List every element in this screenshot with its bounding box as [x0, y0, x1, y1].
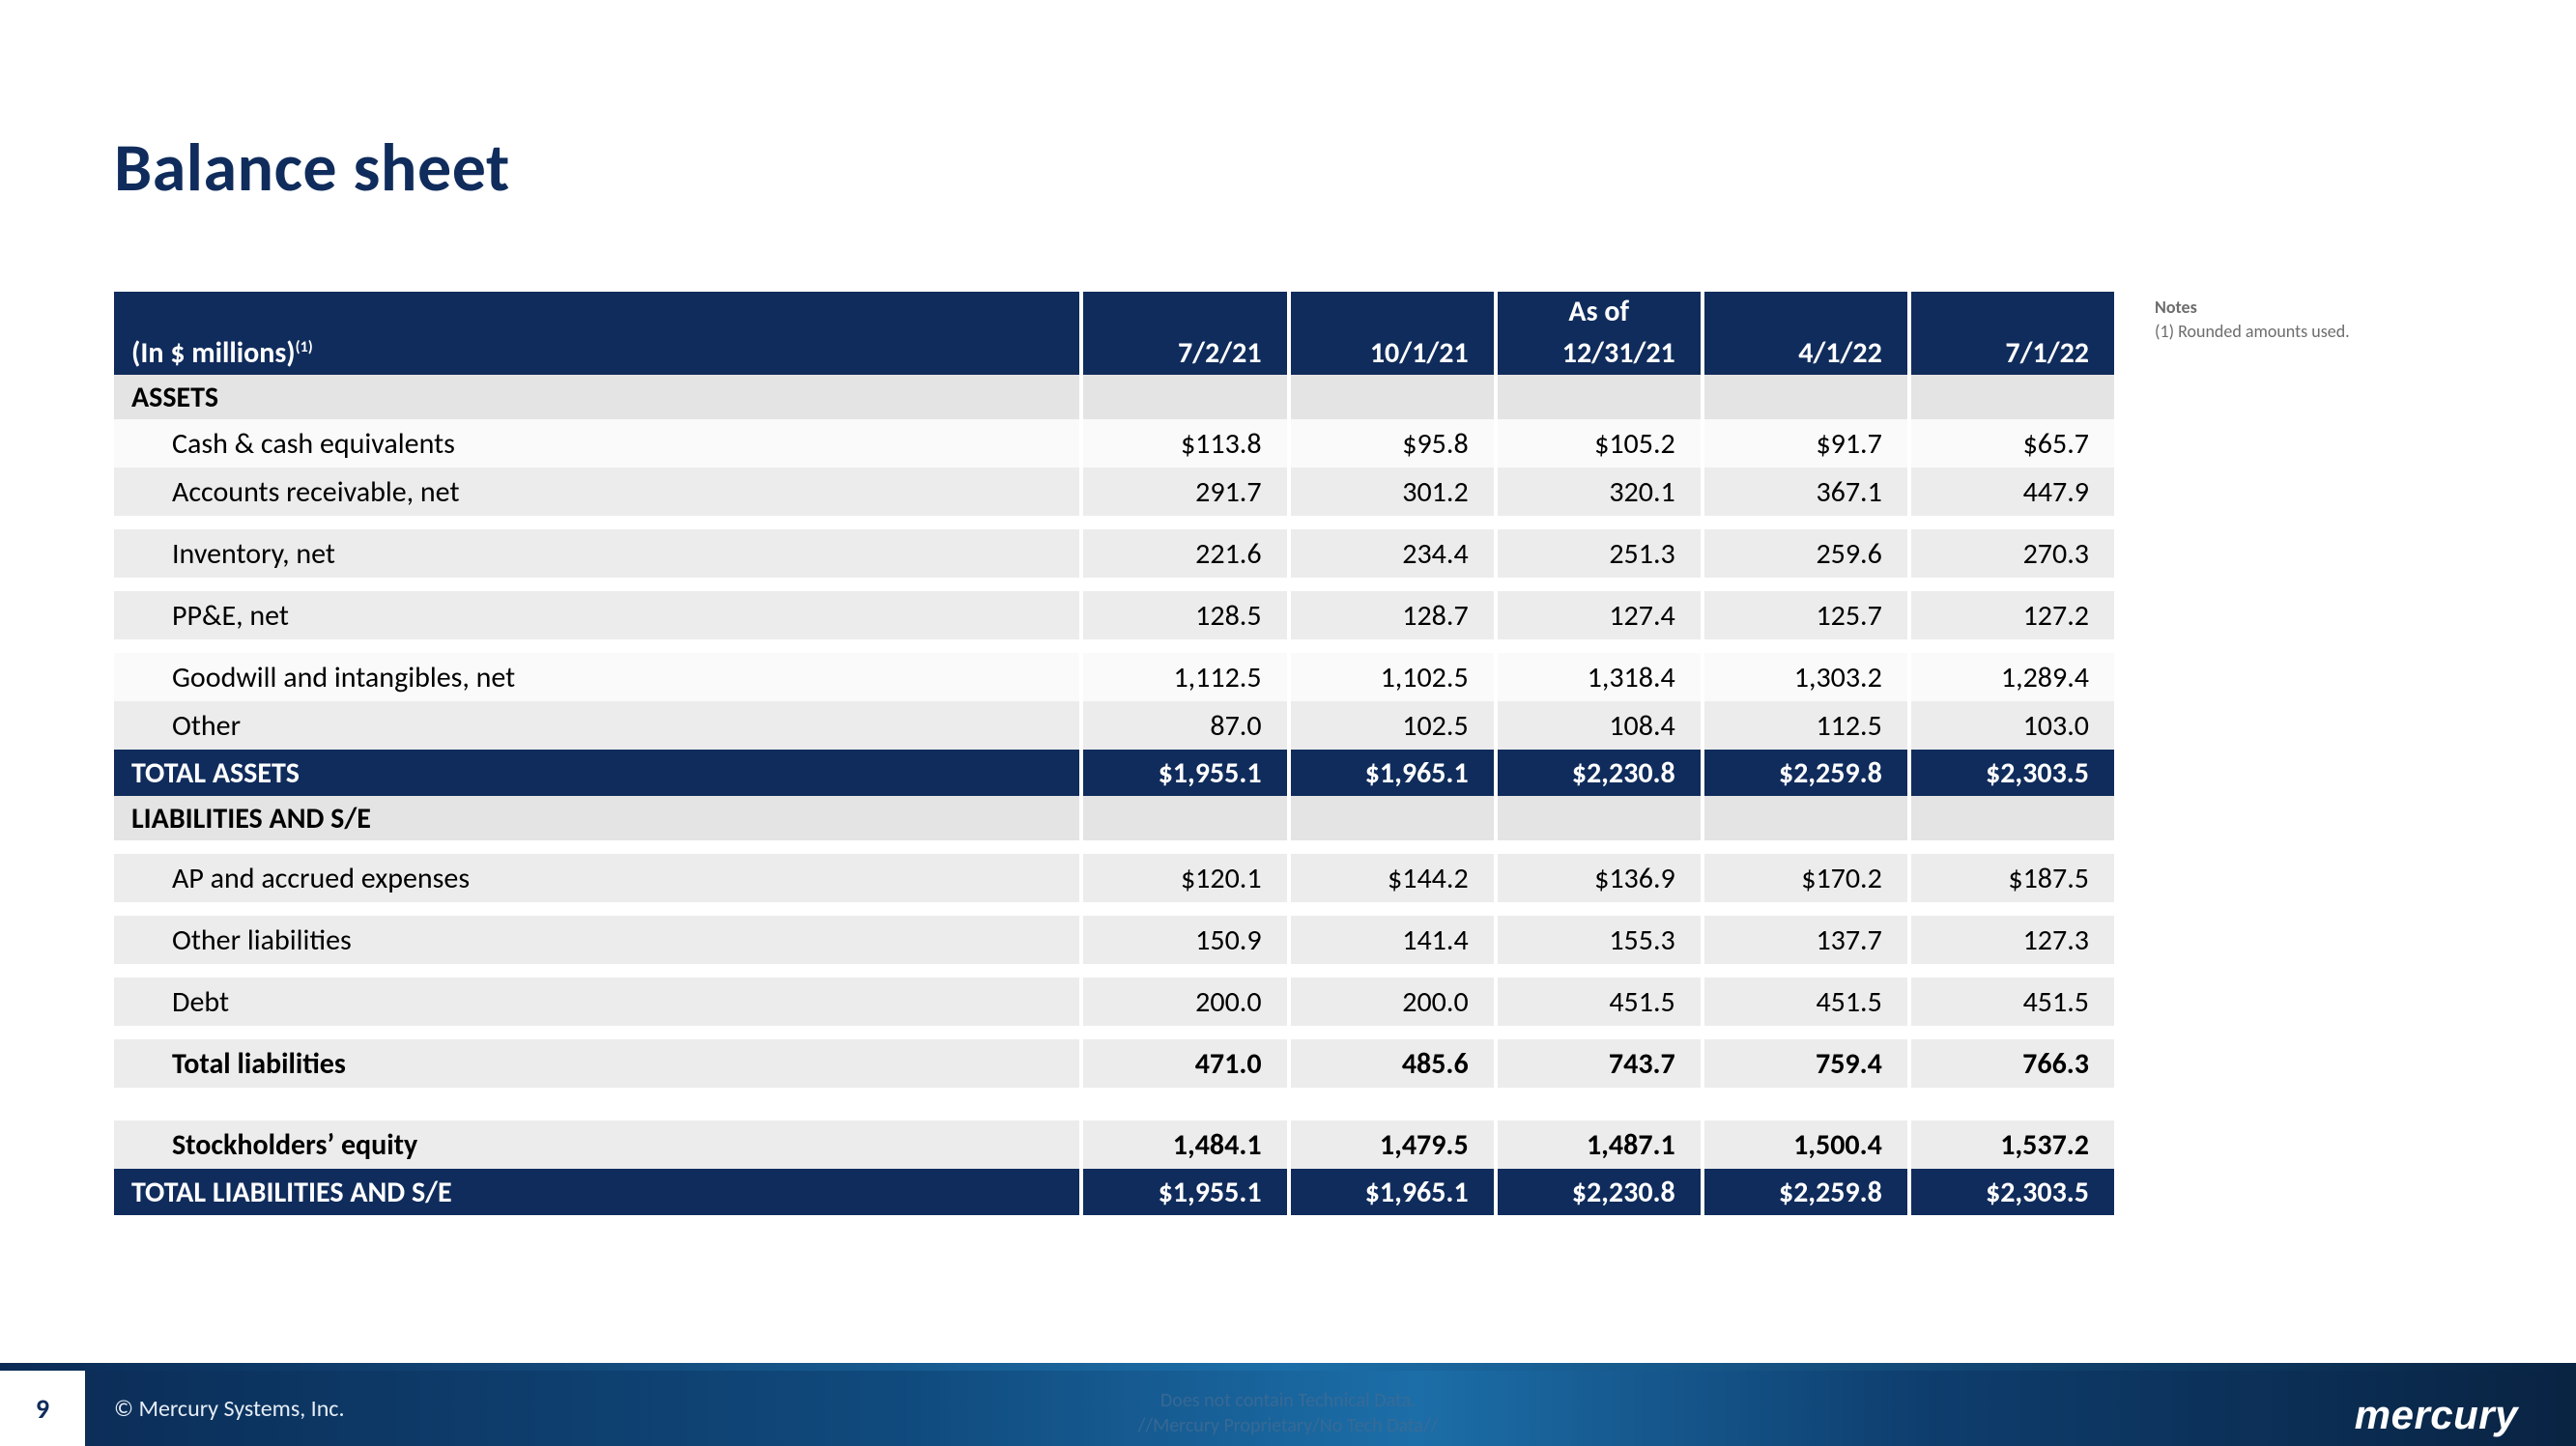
footer-bar: 9 © Mercury Systems, Inc. Does not conta…: [0, 1371, 2576, 1446]
row-label: Other liabilities: [114, 916, 1083, 964]
row-label: TOTAL LIABILITIES AND S/E: [114, 1169, 1083, 1215]
slide: Balance sheet Notes (1) Rounded amounts …: [0, 0, 2576, 1446]
table-row: Other liabilities150.9141.4155.3137.7127…: [114, 916, 2118, 964]
header-blank: [1704, 292, 1911, 330]
row-label: Total liabilities: [114, 1039, 1083, 1088]
row-label: AP and accrued expenses: [114, 854, 1083, 902]
total-row: TOTAL LIABILITIES AND S/E$1,955.1$1,965.…: [114, 1169, 2118, 1215]
notes-heading: Notes: [2155, 296, 2350, 320]
table-row: Goodwill and intangibles, net1,112.51,10…: [114, 653, 2118, 701]
table-row: Debt200.0200.0451.5451.5451.5: [114, 978, 2118, 1026]
header-blank: [1083, 292, 1290, 330]
copyright-text: © Mercury Systems, Inc.: [114, 1395, 345, 1423]
brand-logo: mercury: [2355, 1392, 2518, 1438]
page-number: 9: [36, 1392, 49, 1426]
category-row-assets: ASSETS: [114, 375, 2118, 419]
row-label: TOTAL ASSETS: [114, 750, 1083, 796]
header-date: 7/1/22: [1911, 330, 2118, 375]
notes-item: (1) Rounded amounts used.: [2155, 320, 2350, 344]
page-number-box: 9: [0, 1371, 85, 1446]
page-title: Balance sheet: [114, 126, 510, 209]
category-label: LIABILITIES AND S/E: [114, 796, 1083, 840]
header-units: (In $ millions)(1): [114, 330, 1083, 375]
row-label: Debt: [114, 978, 1083, 1026]
table-row: Cash & cash equivalents$113.8$95.8$105.2…: [114, 419, 2118, 468]
table-row: Inventory, net221.6234.4251.3259.6270.3: [114, 529, 2118, 578]
header-date: 10/1/21: [1291, 330, 1498, 375]
row-label: Cash & cash equivalents: [114, 419, 1083, 468]
row-label: Goodwill and intangibles, net: [114, 653, 1083, 701]
table-row: Accounts receivable, net291.7301.2320.13…: [114, 468, 2118, 516]
table-header-row-2: (In $ millions)(1) 7/2/21 10/1/21 12/31/…: [114, 330, 2118, 375]
table-row: Total liabilities471.0485.6743.7759.4766…: [114, 1039, 2118, 1088]
row-label: Accounts receivable, net: [114, 468, 1083, 516]
row-label: PP&E, net: [114, 591, 1083, 639]
header-blank: [1291, 292, 1498, 330]
header-blank: [1911, 292, 2118, 330]
header-date: 7/2/21: [1083, 330, 1290, 375]
category-row-liabilities: LIABILITIES AND S/E: [114, 796, 2118, 840]
table-row: PP&E, net128.5128.7127.4125.7127.2: [114, 591, 2118, 639]
notes-block: Notes (1) Rounded amounts used.: [2155, 296, 2350, 344]
row-label: Stockholders’ equity: [114, 1120, 1083, 1169]
table-row: Other87.0102.5108.4112.5103.0: [114, 701, 2118, 750]
total-row: TOTAL ASSETS$1,955.1$1,965.1$2,230.8$2,2…: [114, 750, 2118, 796]
header-blank: [114, 292, 1083, 330]
header-date: 12/31/21: [1498, 330, 1704, 375]
table-row: AP and accrued expenses$120.1$144.2$136.…: [114, 854, 2118, 902]
table-row: Stockholders’ equity1,484.11,479.51,487.…: [114, 1120, 2118, 1169]
row-label: Inventory, net: [114, 529, 1083, 578]
balance-sheet-table: As of (In $ millions)(1) 7/2/21 10/1/21 …: [114, 292, 2118, 1215]
row-label: Other: [114, 701, 1083, 750]
table-header-row-1: As of: [114, 292, 2118, 330]
header-asof: As of: [1498, 292, 1704, 330]
category-label: ASSETS: [114, 375, 1083, 419]
header-date: 4/1/22: [1704, 330, 1911, 375]
watermark-text: Does not contain Technical Data. //Mercu…: [1138, 1388, 1439, 1438]
